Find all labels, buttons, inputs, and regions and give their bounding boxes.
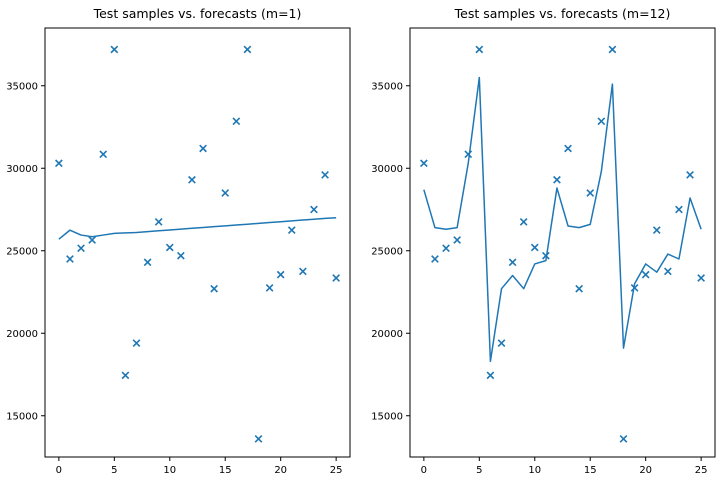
y-tick-label: 15000 <box>371 411 403 422</box>
sample-point <box>232 117 241 126</box>
sample-point <box>475 45 484 54</box>
chart-panel-2: Test samples vs. forecasts (m=12) 0 5 10 15 2… <box>371 6 716 476</box>
sample-point <box>442 244 450 253</box>
y-tick-label: 35000 <box>6 81 38 92</box>
y-tick-label: 25000 <box>371 246 403 257</box>
sample-point <box>608 45 617 54</box>
x-tick-label: 20 <box>639 465 652 476</box>
test-samples <box>54 45 341 443</box>
sample-point <box>652 226 661 234</box>
axes-frame <box>44 27 351 458</box>
x-tick-label: 10 <box>528 465 541 476</box>
sample-point <box>641 270 650 279</box>
sample-point <box>519 218 528 226</box>
sample-point <box>508 258 517 267</box>
sample-point <box>619 434 628 443</box>
sample-point <box>310 205 318 214</box>
x-tick-label: 25 <box>330 465 343 476</box>
x-tick-label: 0 <box>56 465 62 476</box>
x-tick-label: 5 <box>111 465 117 476</box>
sample-point <box>464 150 473 159</box>
y-tick-label: 20000 <box>371 329 403 340</box>
x-tick-label: 25 <box>695 465 708 476</box>
forecast-line <box>58 217 337 240</box>
sample-point <box>497 339 506 348</box>
y-tick-label: 15000 <box>6 411 38 422</box>
sample-point <box>298 267 307 276</box>
sample-point <box>265 284 274 292</box>
x-tick-label: 10 <box>163 465 176 476</box>
sample-point <box>486 371 495 380</box>
sample-point <box>243 45 252 54</box>
sample-point <box>586 189 595 197</box>
sample-point <box>165 243 174 252</box>
sample-point <box>453 236 462 244</box>
sample-point <box>276 270 285 279</box>
sample-point <box>431 255 439 263</box>
sample-point <box>675 205 683 214</box>
chart-panel-1: Test samples vs. forecasts (m=1) 0 5 10 15 20… <box>6 6 351 476</box>
sample-point <box>221 189 230 197</box>
chart-title: Test samples vs. forecasts (m=12) <box>454 6 671 21</box>
y-tick-label: 35000 <box>371 81 403 92</box>
chart-title: Test samples vs. forecasts (m=1) <box>93 6 302 21</box>
sample-point <box>110 45 119 54</box>
sample-point <box>99 150 108 159</box>
x-tick-label: 0 <box>421 465 427 476</box>
x-tick-label: 20 <box>274 465 287 476</box>
sample-point <box>66 255 74 263</box>
x-tick-label: 15 <box>584 465 597 476</box>
sample-point <box>686 170 694 179</box>
sample-point <box>210 284 219 293</box>
sample-point <box>199 144 207 153</box>
y-tick-label: 20000 <box>6 329 38 340</box>
sample-point <box>132 339 141 348</box>
sample-point <box>530 243 539 252</box>
sample-point <box>54 159 63 168</box>
y-tick-label: 30000 <box>371 164 403 175</box>
sample-point <box>176 251 185 260</box>
sample-point <box>287 226 296 234</box>
sample-point <box>154 218 163 226</box>
x-tick-label: 5 <box>476 465 482 476</box>
axes-frame <box>409 27 716 458</box>
sample-point <box>663 267 672 276</box>
sample-point <box>254 434 263 443</box>
sample-point <box>697 274 706 282</box>
sample-point <box>321 170 329 179</box>
y-tick-label: 25000 <box>6 246 38 257</box>
sample-point <box>597 117 606 126</box>
sample-point <box>121 371 130 380</box>
sample-point <box>419 159 428 168</box>
sample-point <box>575 284 584 293</box>
forecast-line <box>423 76 702 363</box>
sample-point <box>143 258 152 267</box>
sample-point <box>553 175 561 184</box>
sample-point <box>77 244 85 253</box>
sample-point <box>188 175 196 184</box>
sample-point <box>88 236 97 244</box>
test-samples <box>419 45 706 443</box>
sample-point <box>564 144 572 153</box>
sample-point <box>332 274 341 282</box>
y-tick-label: 30000 <box>6 164 38 175</box>
x-tick-label: 15 <box>219 465 232 476</box>
